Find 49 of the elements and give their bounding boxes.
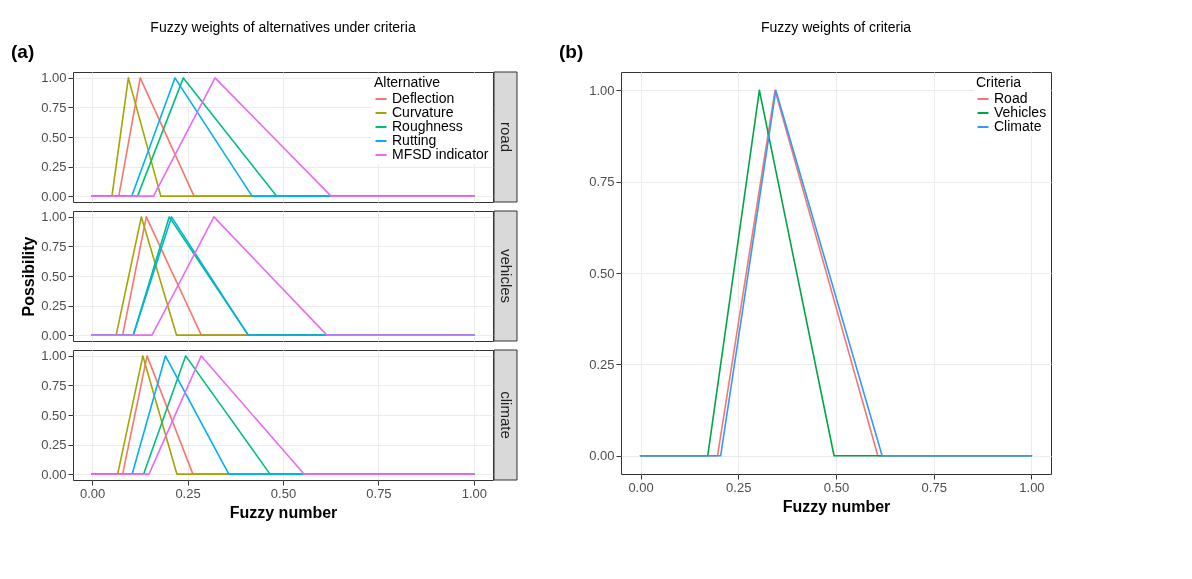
- x-tick-label: 0.75: [921, 479, 947, 495]
- legend-label: Curvature: [392, 104, 454, 120]
- y-tick-label: 0.50: [41, 407, 67, 423]
- y-tick-label: 0.75: [41, 377, 67, 393]
- x-tick-label: 0.25: [726, 479, 752, 495]
- y-tick-label: 0.75: [41, 99, 67, 115]
- y-tick-label: 1.00: [41, 348, 67, 364]
- y-tick-label: 1.00: [41, 70, 67, 86]
- y-tick-label: 0.00: [41, 327, 67, 343]
- y-tick-label: 0.00: [41, 466, 67, 482]
- text: (b): [559, 41, 584, 62]
- text: (a): [11, 41, 35, 62]
- legend-label: Roughness: [392, 118, 463, 134]
- legend-label: Rutting: [392, 132, 437, 148]
- x-tick-label: 0.25: [175, 485, 201, 501]
- y-tick-label: 0.25: [41, 159, 67, 175]
- y-tick-label: 1.00: [589, 82, 615, 98]
- x-tick-label: 0.75: [366, 485, 392, 501]
- y-tick-label: 0.00: [589, 448, 615, 464]
- y-tick-label: 0.50: [589, 265, 615, 281]
- x-tick-label: 0.00: [79, 485, 106, 501]
- legend-label: Deflection: [392, 90, 455, 106]
- y-tick-label: 0.50: [41, 268, 67, 284]
- legend-title: Alternative: [374, 74, 441, 90]
- y-tick-label: 0.25: [589, 356, 615, 372]
- y-tick-label: 0.00: [41, 188, 67, 204]
- y-axis-title: Possibility: [20, 236, 38, 317]
- x-tick-label: 1.00: [461, 485, 488, 501]
- text: road: [497, 121, 515, 153]
- legend-label: Vehicles: [994, 104, 1047, 120]
- y-tick-label: 1.00: [41, 209, 67, 225]
- y-tick-label: 0.50: [41, 129, 67, 145]
- text: climate: [497, 391, 515, 439]
- legend-label: Road: [994, 90, 1028, 106]
- chart-title: Fuzzy weights of alternatives under criteria: [150, 19, 416, 35]
- y-tick-label: 0.25: [41, 298, 67, 314]
- x-tick-label: 0.50: [823, 479, 850, 495]
- y-tick-label: 0.25: [41, 437, 67, 453]
- x-axis-title: Fuzzy number: [782, 497, 891, 515]
- text: vehicles: [497, 248, 515, 304]
- x-tick-label: 1.00: [1019, 479, 1045, 495]
- x-tick-label: 0.50: [270, 485, 297, 501]
- x-axis-title: Fuzzy number: [229, 503, 338, 521]
- y-tick-label: 0.75: [41, 238, 67, 254]
- chart-title: Fuzzy weights of criteria: [760, 19, 912, 35]
- x-tick-label: 0.00: [628, 479, 654, 495]
- legend-title: Criteria: [976, 74, 1022, 90]
- y-tick-label: 0.75: [589, 174, 615, 190]
- legend-label: Climate: [994, 118, 1042, 134]
